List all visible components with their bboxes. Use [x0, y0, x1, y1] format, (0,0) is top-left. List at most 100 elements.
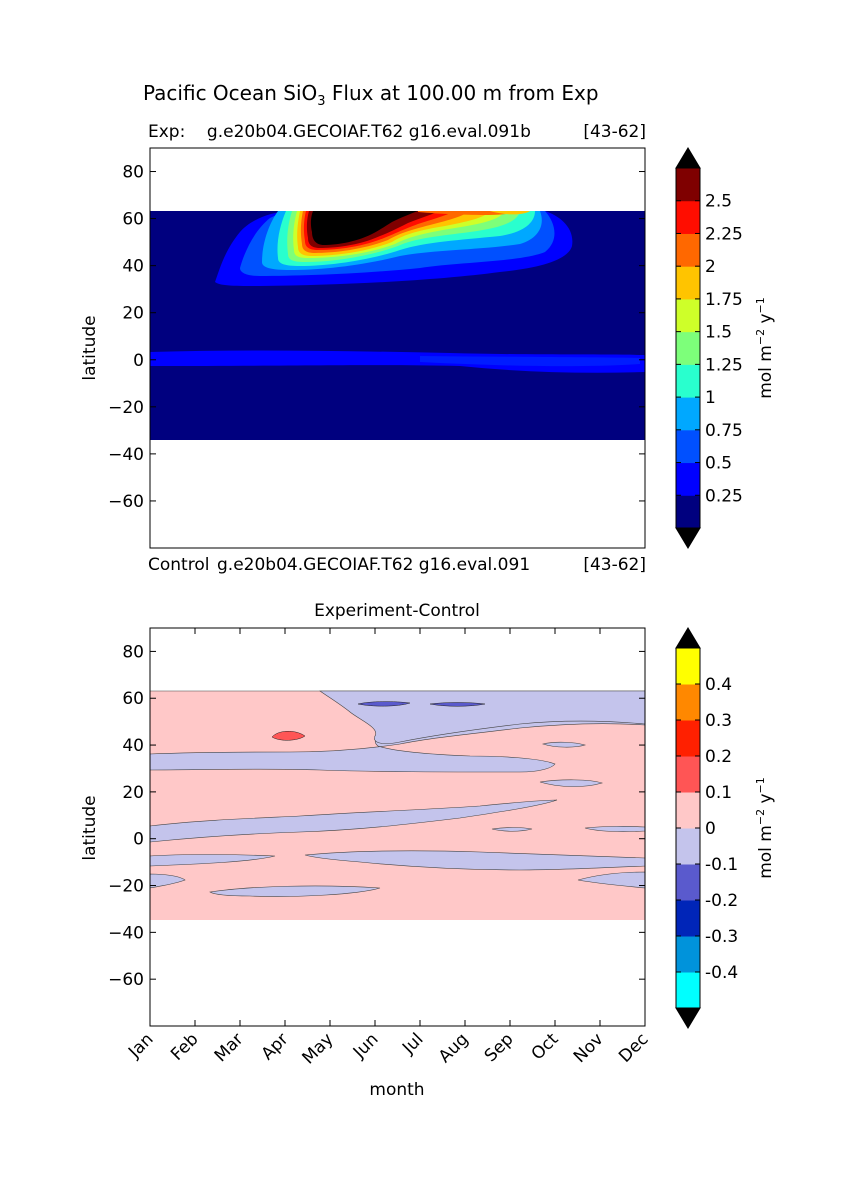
bottom-xtick-label: Apr: [258, 1029, 293, 1064]
top-ytick-label: 40: [122, 257, 144, 277]
bottom-xtick-label: Jun: [349, 1029, 383, 1063]
bottom-y-axis: 80 60 40 20 0 −20 −40 −60: [108, 642, 645, 990]
bottom-colorbar-label: 0.1: [705, 783, 732, 803]
bottom-colorbar-segment: [676, 684, 700, 721]
top-ytick-label: −60: [108, 492, 144, 512]
top-colorbar-segment: [676, 429, 700, 464]
bottom-ytick-label: −40: [108, 923, 144, 943]
top-bottom-label-mid: g.e20b04.GECOIAF.T62 g16.eval.091: [217, 555, 530, 575]
bottom-ytick-label: 0: [133, 830, 144, 850]
bottom-colorbar-label: -0.4: [705, 963, 738, 983]
top-contour-equator: [150, 350, 645, 373]
bottom-xtick-label: Nov: [570, 1029, 608, 1067]
bottom-xtick-label: Sep: [481, 1029, 518, 1066]
top-colorbar-label: 0.75: [705, 421, 743, 441]
bottom-colorbar-label: 0.3: [705, 711, 732, 731]
bottom-xtick-label: May: [299, 1029, 338, 1068]
bottom-contour-neg-small: [491, 741, 645, 832]
bottom-title: Experiment-Control: [314, 601, 480, 621]
bottom-ytick-label: −20: [108, 877, 144, 897]
bottom-ytick-label: 80: [122, 642, 144, 662]
top-colorbar-segment: [676, 331, 700, 365]
bottom-colorbar-segment: [676, 720, 700, 757]
top-colorbar-label: 1.25: [705, 355, 743, 375]
bottom-colorbar-label: 0: [705, 819, 716, 839]
bottom-colorbar-segment: [676, 792, 700, 829]
bottom-x-label: month: [369, 1080, 424, 1100]
top-ytick-label: 20: [122, 304, 144, 324]
top-colorbar-label: 1.75: [705, 290, 743, 310]
bottom-colorbar-segment: [676, 972, 700, 1009]
top-colorbar-segment: [676, 298, 700, 333]
bottom-contour-pos-patch: [271, 731, 306, 741]
top-ytick-label: −40: [108, 445, 144, 465]
top-colorbar-extend-over: [675, 147, 701, 169]
top-axes-frame: [149, 147, 646, 549]
bottom-colorbar-segment: [676, 936, 700, 973]
bottom-colorbar-segment: [676, 864, 700, 901]
top-colorbar-label: mol m−2 y−1: [754, 297, 776, 399]
top-colorbar-extend-under: [675, 527, 701, 549]
top-colorbar-segment: [676, 364, 700, 398]
top-colorbar-segment: [676, 397, 700, 431]
bottom-colorbar-segment: [676, 648, 700, 685]
bottom-y-label: latitude: [80, 795, 100, 860]
top-panel: Exp: g.e20b04.GECOIAF.T62 g16.eval.091b …: [80, 122, 776, 575]
bottom-ytick-label: 60: [122, 689, 144, 709]
bottom-xtick-label: Dec: [615, 1029, 652, 1066]
bottom-ytick-label: −60: [108, 970, 144, 990]
top-colorbar-segment: [676, 168, 700, 202]
top-bottom-label-right: [43-62]: [583, 555, 646, 575]
top-contour-field: [150, 211, 645, 440]
top-colorbar-segment: [676, 233, 700, 267]
top-colorbar: 0.25 0.5 0.75 1 1.25 1.5 1.75 2 2.25 2.5: [675, 147, 743, 549]
bottom-colorbar-segment: [676, 900, 700, 937]
bottom-colorbar-label: -0.1: [705, 855, 738, 875]
top-ytick-label: −20: [108, 398, 144, 418]
bottom-xtick-label: Oct: [528, 1029, 563, 1064]
top-colorbar-label: 1.5: [705, 323, 732, 343]
bottom-colorbar-label: mol m−2 y−1: [754, 777, 776, 879]
bottom-ytick-label: 40: [122, 736, 144, 756]
bottom-contour-neg-south-2: [150, 871, 645, 897]
bottom-xtick-label: Mar: [211, 1029, 248, 1066]
bottom-colorbar-label: -0.3: [705, 927, 738, 947]
bottom-colorbar-extend-under: [675, 1007, 701, 1029]
top-colorbar-label: 1: [705, 388, 716, 408]
bottom-contour-neg-eq-north: [150, 799, 558, 843]
figure-title: Pacific Ocean SiO3 Flux at 100.00 m from…: [143, 81, 599, 109]
bottom-colorbar-label: 0.2: [705, 747, 732, 767]
bottom-contour-neg-patch: [357, 701, 486, 707]
bottom-xtick-label: Aug: [435, 1029, 473, 1067]
bottom-xtick-label: Feb: [167, 1029, 202, 1064]
top-colorbar-segment: [676, 495, 700, 529]
top-subtitle-left: Exp: g.e20b04.GECOIAF.T62 g16.eval.091b: [148, 122, 531, 142]
top-colorbar-segment: [676, 266, 700, 300]
top-colorbar-segment: [676, 200, 700, 234]
top-ytick-label: 0: [133, 351, 144, 371]
bottom-colorbar: -0.4 -0.3 -0.2 -0.1 0 0.1 0.2 0.3 0.4: [675, 627, 738, 1029]
top-bottom-label-left: Control: [148, 555, 209, 575]
bottom-colorbar-extend-over: [675, 627, 701, 649]
bottom-contour-neg-south: [150, 850, 645, 871]
bottom-colorbar-label: -0.2: [705, 891, 738, 911]
top-colorbar-label: 2: [705, 257, 716, 277]
top-contour-equator-inner: [420, 356, 640, 367]
top-colorbar-label: 0.5: [705, 454, 732, 474]
top-y-label: latitude: [80, 315, 100, 380]
top-contour-edge-yellow: [490, 211, 530, 215]
bottom-colorbar-label: 0.4: [705, 675, 732, 695]
top-colorbar-label: 2.25: [705, 224, 743, 244]
bottom-colorbar-segment: [676, 756, 700, 793]
top-contour-over: [310, 211, 418, 245]
top-ytick-label: 80: [122, 163, 144, 183]
bottom-xtick-label: Jan: [124, 1029, 157, 1062]
top-y-axis: 80 60 40 20 0 −20 −40 −60: [108, 163, 645, 512]
bottom-contour-field: [150, 690, 645, 920]
bottom-xtick-label: Jul: [398, 1029, 427, 1058]
top-colorbar-frame: [675, 167, 701, 529]
top-colorbar-label: 0.25: [705, 486, 743, 506]
bottom-ytick-label: 20: [122, 783, 144, 803]
bottom-panel: Experiment-Control 80 60 40 20 0 −20 −40 −60 Ja…: [80, 601, 776, 1100]
